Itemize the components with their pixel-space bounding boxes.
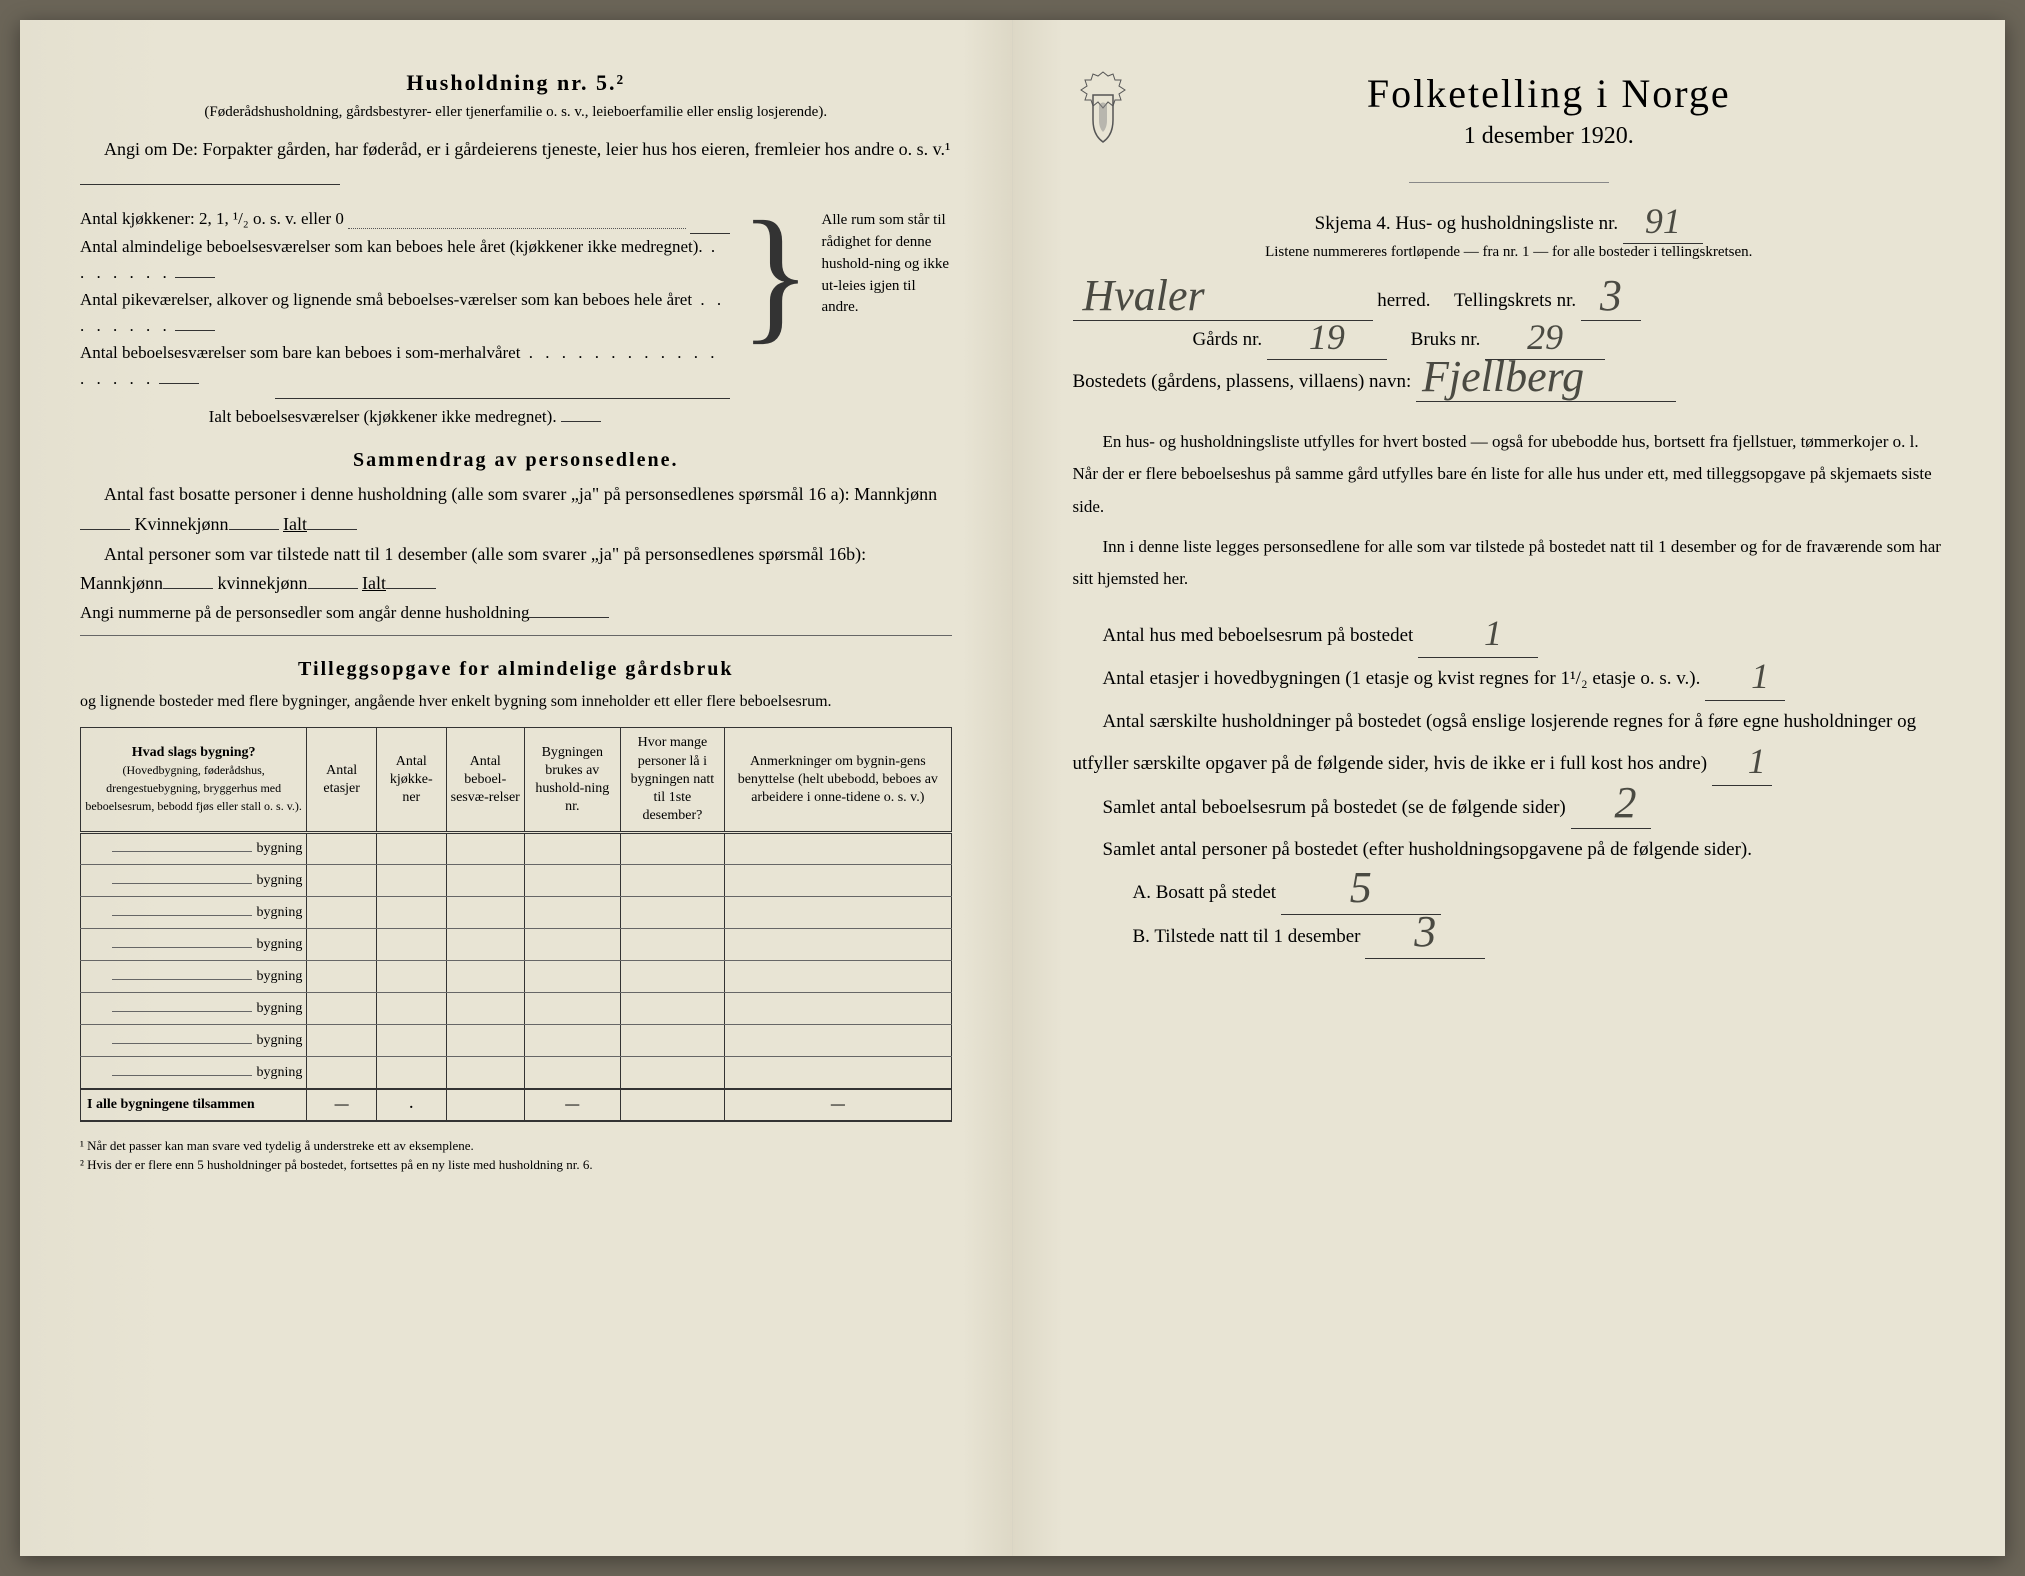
footnote-1: ¹ Når det passer kan man svare ved tydel… <box>80 1136 952 1156</box>
kjokken-row: Antal kjøkkener: 2, 1, ¹/₂ o. s. v. elle… <box>80 204 730 234</box>
th-anmerk: Anmerkninger om bygnin-gens benyttelse (… <box>725 728 951 833</box>
right-page: Folketelling i Norge 1 desember 1920. Sk… <box>1013 20 2006 1556</box>
table-row: bygning <box>81 961 952 993</box>
bosted-navn-value: Fjellberg <box>1416 352 1584 401</box>
a-row: A. Bosatt på stedet 5 <box>1073 871 1946 915</box>
herred-value: Hvaler <box>1073 271 1205 320</box>
household-heading: Husholdning nr. 5.² <box>80 70 952 96</box>
listene-note: Listene nummereres fortløpende — fra nr.… <box>1073 244 1946 261</box>
bosted-line: Bostedets (gårdens, plassens, villaens) … <box>1073 360 1946 402</box>
table-row: bygning <box>81 865 952 897</box>
b-row: B. Tilstede natt til 1 desember 3 <box>1073 915 1946 959</box>
sammendrag-2: Antal personer som var tilstede natt til… <box>80 540 952 599</box>
herred-line: Hvaler herred. Tellingskrets nr. 3 <box>1073 279 1946 321</box>
brace-text: Alle rum som står til rådighet for denne… <box>822 204 952 431</box>
footnote-2: ² Hvis der er flere enn 5 husholdninger … <box>80 1155 952 1175</box>
list-nr-value: 91 <box>1645 201 1681 241</box>
tillegg-sub: og lignende bosteder med flere bygninger… <box>80 689 952 715</box>
left-page: Husholdning nr. 5.² (Føderådshusholdning… <box>20 20 1013 1556</box>
tillegg-rows: bygning bygning bygning bygning bygning … <box>81 833 952 1121</box>
sub-title: 1 desember 1920. <box>1153 123 1946 150</box>
row3: Antal beboelsesværelser som bare kan beb… <box>80 340 730 393</box>
a-value: 5 <box>1350 863 1372 912</box>
coat-of-arms-icon <box>1073 70 1133 145</box>
right-header: Folketelling i Norge 1 desember 1920. <box>1073 70 1946 172</box>
antall-etasjer-row: Antal etasjer i hovedbygningen (1 etasje… <box>1073 658 1946 701</box>
census-document: Husholdning nr. 5.² (Føderådshusholdning… <box>20 20 2005 1556</box>
household-note: (Føderådshusholdning, gårdsbestyrer- ell… <box>80 102 952 123</box>
row1: Antal almindelige beboelsesværelser som … <box>80 234 730 287</box>
table-row: bygning <box>81 993 952 1025</box>
samlet-pers-row: Samlet antal personer på bostedet (efter… <box>1073 829 1946 871</box>
angi-om: Angi om De: Forpakter gården, har føderå… <box>80 135 952 194</box>
para-2: Inn i denne liste legges personsedlene f… <box>1073 531 1946 596</box>
table-row: bygning <box>81 1057 952 1089</box>
fillins-section: Antal hus med beboelsesrum på bostedet 1… <box>1073 615 1946 958</box>
th-etasjer: Antal etasjer <box>307 728 377 833</box>
table-row: bygning <box>81 833 952 865</box>
table-row: bygning <box>81 897 952 929</box>
antall-saer-value: 1 <box>1748 741 1766 781</box>
footnotes: ¹ Når det passer kan man svare ved tydel… <box>80 1136 952 1175</box>
table-row: bygning <box>81 1025 952 1057</box>
tillegg-table: Hvad slags bygning? (Hovedbygning, føder… <box>80 727 952 1121</box>
room-counts-left: Antal kjøkkener: 2, 1, ¹/₂ o. s. v. elle… <box>80 204 730 431</box>
skjema-line: Skjema 4. Hus- og husholdningsliste nr. … <box>1073 205 1946 244</box>
angi-om-blank <box>80 184 340 185</box>
table-sum-row: I alle bygningene tilsammen—.—— <box>81 1089 952 1121</box>
th-brukes: Bygningen brukes av hushold-ning nr. <box>524 728 620 833</box>
antall-saer-row: Antal særskilte husholdninger på bostede… <box>1073 701 1946 786</box>
kjokken-label: Antal kjøkkener: 2, 1, ¹/₂ o. s. v. elle… <box>80 204 344 234</box>
antall-hus-row: Antal hus med beboelsesrum på bostedet 1 <box>1073 615 1946 658</box>
antall-hus-value: 1 <box>1484 613 1502 653</box>
row-total: Ialt beboelsesværelser (kjøkkener ikke m… <box>80 399 730 431</box>
main-title: Folketelling i Norge <box>1153 70 1946 117</box>
th-beboelse: Antal beboel-sesvæ-relser <box>446 728 524 833</box>
th-personer: Hvor mange personer lå i bygningen natt … <box>620 728 724 833</box>
sammendrag-1: Antal fast bosatte personer i denne hush… <box>80 480 952 539</box>
tellingskrets-value: 3 <box>1600 271 1622 320</box>
angi-om-text: Angi om De: Forpakter gården, har føderå… <box>104 139 950 159</box>
row2: Antal pikeværelser, alkover og lignende … <box>80 287 730 340</box>
bruks-nr-value: 29 <box>1527 317 1563 357</box>
sammendrag-title: Sammendrag av personsedlene. <box>80 449 952 472</box>
samlet-rum-row: Samlet antal beboelsesrum på bostedet (s… <box>1073 786 1946 830</box>
para-1: En hus- og husholdningsliste utfylles fo… <box>1073 426 1946 523</box>
gards-nr-value: 19 <box>1309 317 1345 357</box>
th-bygning: Hvad slags bygning? (Hovedbygning, føder… <box>81 728 307 833</box>
brace-icon: } <box>740 204 812 431</box>
th-kjokkener: Antal kjøkke-ner <box>376 728 446 833</box>
b-value: 3 <box>1414 907 1436 956</box>
antall-etasjer-value: 1 <box>1751 656 1769 696</box>
tillegg-title: Tilleggsopgave for almindelige gårdsbruk <box>80 658 952 681</box>
samlet-rum-value: 2 <box>1615 778 1637 827</box>
table-row: bygning <box>81 929 952 961</box>
divider-flourish <box>1409 182 1609 183</box>
room-counts-section: Antal kjøkkener: 2, 1, ¹/₂ o. s. v. elle… <box>80 204 952 431</box>
angi-nummerne: Angi nummerne på de personsedler som ang… <box>80 599 952 627</box>
